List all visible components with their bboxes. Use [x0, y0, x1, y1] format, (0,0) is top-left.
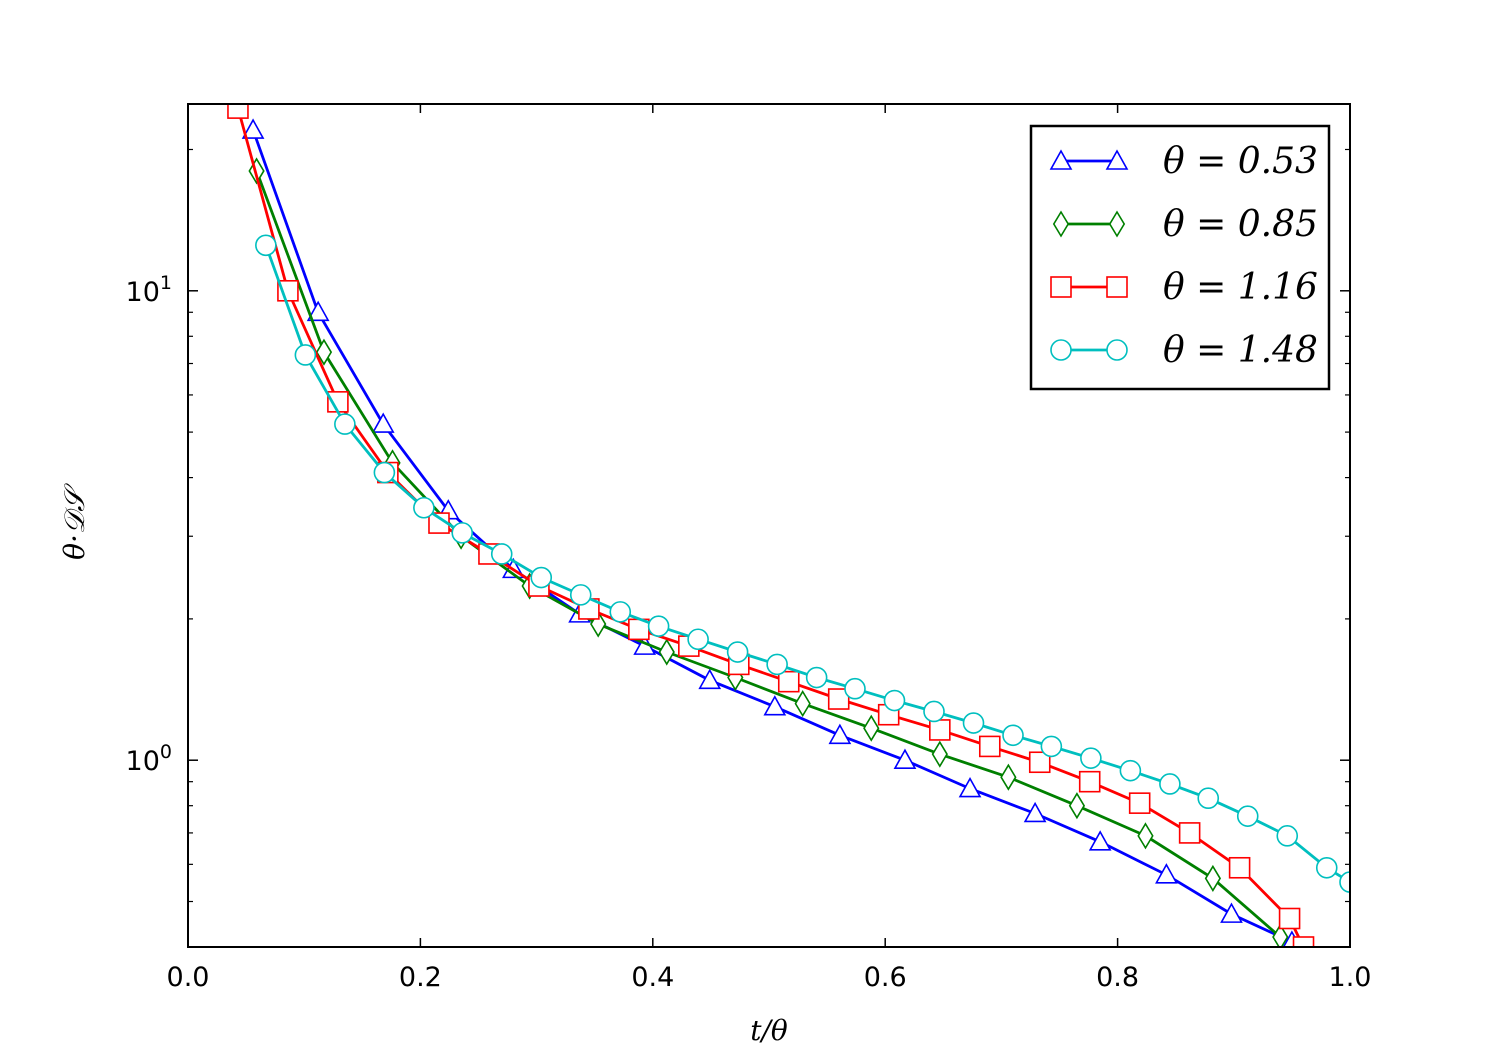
legend-marker [1106, 276, 1128, 298]
legend-marker [1105, 149, 1129, 170]
data-point [844, 677, 866, 700]
data-point [294, 344, 317, 366]
x-tick-label: 0.8 [1096, 962, 1139, 993]
x-tick-label: 0.4 [631, 962, 674, 993]
data-point [923, 700, 945, 723]
y-tick-label: 101 [126, 272, 172, 308]
data-point [794, 690, 811, 718]
legend-entry: θ = 0.53 [1049, 141, 1318, 182]
data-point [1128, 792, 1151, 814]
data-point [1228, 856, 1251, 879]
data-point [962, 712, 985, 734]
data-point [1220, 902, 1243, 923]
data-point [726, 641, 749, 663]
data-point [929, 719, 951, 741]
data-point [883, 689, 906, 712]
data-point [863, 714, 880, 742]
data-point [1272, 923, 1289, 947]
data-point [413, 496, 435, 519]
data-point [451, 522, 474, 544]
data-point [530, 566, 553, 589]
data-point [609, 601, 632, 623]
data-point [1339, 871, 1350, 893]
data-point [255, 234, 277, 257]
series-1 [241, 118, 1302, 947]
data-point [1197, 787, 1220, 809]
data-point [893, 748, 917, 770]
data-point [1119, 759, 1142, 782]
data-point [1315, 856, 1338, 879]
data-point [805, 666, 828, 689]
legend-label: θ = 1.48 [1163, 330, 1318, 371]
data-point [1088, 830, 1112, 851]
data-point [334, 413, 356, 435]
data-point [1178, 822, 1201, 844]
data-point [766, 653, 788, 676]
legend-marker [1052, 210, 1070, 238]
legend-marker [1050, 339, 1072, 361]
x-tick-label: 0.2 [399, 962, 442, 993]
x-tick-label: 0.0 [167, 962, 210, 993]
legend: θ = 0.53 θ = 0.85 θ = 1.16 θ = 1.48 [1029, 124, 1331, 391]
legend-label: θ = 0.53 [1163, 141, 1318, 182]
data-point [1292, 936, 1315, 947]
data-point [1278, 907, 1301, 930]
legend-marker [1049, 149, 1073, 170]
data-point [958, 776, 982, 798]
data-point [828, 723, 852, 745]
data-point [306, 300, 330, 322]
data-point [227, 104, 249, 119]
data-point [371, 412, 395, 433]
legend-entry: θ = 0.85 [1052, 204, 1318, 245]
data-point [1276, 825, 1299, 847]
legend-box [1029, 124, 1331, 391]
data-point [1236, 805, 1259, 827]
data-point [1137, 822, 1154, 850]
legend-marker [1050, 276, 1072, 298]
legend-label: θ = 0.85 [1163, 204, 1318, 245]
data-point [1204, 864, 1222, 892]
data-point [1000, 763, 1017, 791]
data-point [1023, 801, 1047, 823]
x-axis-label: t/θ [750, 1014, 788, 1047]
legend-marker [1106, 339, 1128, 361]
data-point [373, 461, 396, 484]
plot-frame [187, 103, 1351, 948]
x-tick-label: 1.0 [1329, 962, 1372, 993]
data-point [1078, 770, 1101, 793]
data-point [931, 740, 948, 768]
series-4 [255, 234, 1350, 893]
x-tick-label: 0.6 [864, 962, 907, 993]
data-point [978, 735, 1001, 758]
legend-entry: θ = 1.48 [1050, 330, 1318, 371]
y-axis-label: θ·𝒟𝒮 [58, 483, 91, 560]
data-point [1068, 792, 1086, 820]
data-point [1159, 773, 1181, 795]
data-point [827, 688, 850, 710]
legend-entry: θ = 1.16 [1050, 267, 1318, 308]
data-point [490, 543, 513, 565]
data-point [569, 584, 592, 606]
legend-marker [1108, 210, 1126, 238]
data-point [241, 118, 265, 139]
data-point [315, 338, 333, 366]
data-point [1155, 863, 1178, 884]
data-point [647, 615, 670, 637]
data-point [1028, 751, 1051, 774]
data-point [1040, 735, 1063, 758]
y-tick-label: 100 [126, 741, 172, 777]
data-point [698, 668, 722, 690]
data-point [763, 695, 787, 716]
data-point [687, 628, 709, 651]
data-point [658, 638, 675, 666]
legend-label: θ = 1.16 [1163, 267, 1318, 308]
data-point [777, 670, 800, 693]
data-point [1080, 747, 1102, 769]
data-point [1002, 724, 1024, 747]
